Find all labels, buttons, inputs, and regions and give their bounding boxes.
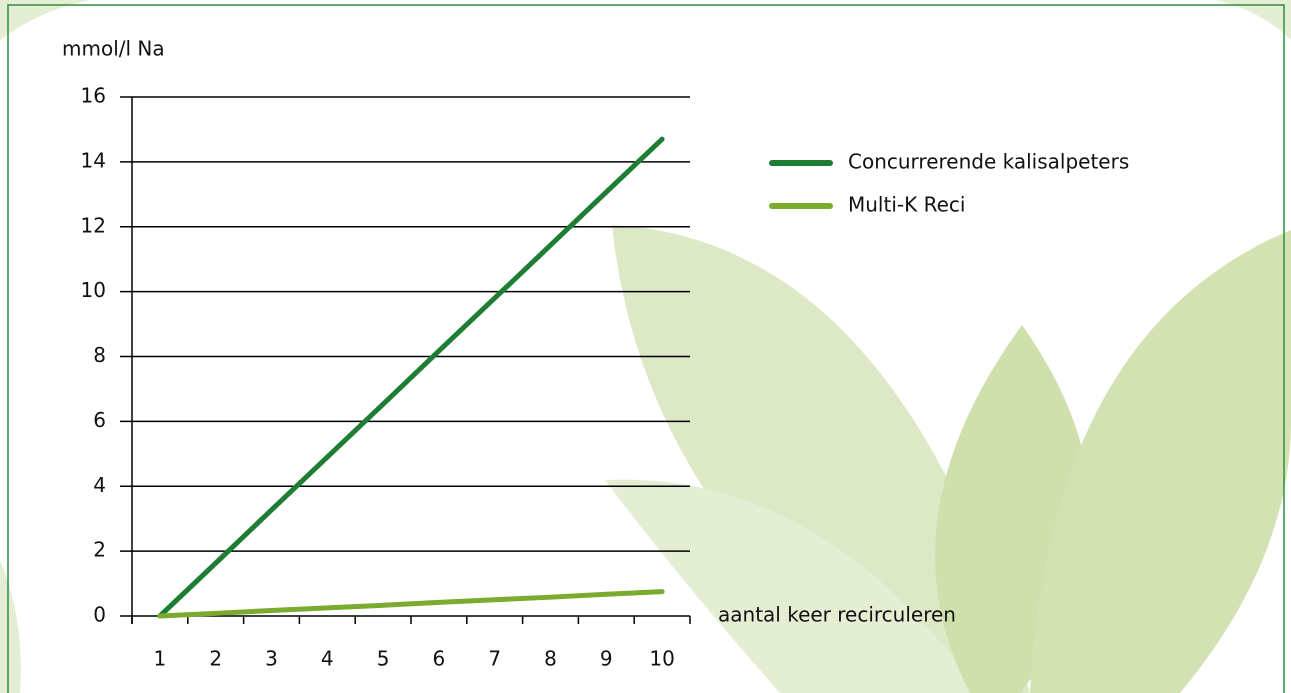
y-tick-label: 8 [93, 343, 106, 367]
x-axis-label: aantal keer recirculeren [718, 603, 956, 627]
y-axis-label: mmol/l Na [62, 37, 165, 61]
x-tick-label: 9 [600, 647, 613, 671]
x-tick-label: 2 [209, 647, 222, 671]
x-tick-label: 1 [154, 647, 167, 671]
y-tick-label: 16 [81, 84, 106, 108]
x-tick-label: 4 [321, 647, 334, 671]
y-tick-label: 0 [93, 603, 106, 627]
page: {"chart_data": {"type": "line", "y_label… [0, 0, 1291, 693]
x-tick-label: 5 [377, 647, 390, 671]
y-tick-label: 2 [93, 538, 106, 562]
y-tick-label: 4 [93, 473, 106, 497]
x-tick-label: 6 [433, 647, 446, 671]
series-line [160, 139, 662, 616]
x-tick-label: 7 [488, 647, 501, 671]
legend-label: Concurrerende kalisalpeters [848, 150, 1129, 174]
background-leaves [0, 0, 1291, 693]
chart: mmol/l Na aantal keer recirculeren 0 2 4 6 8… [0, 0, 1291, 693]
series-line [160, 592, 662, 616]
y-tick-label: 12 [81, 213, 106, 237]
x-tick-label: 8 [544, 647, 557, 671]
y-tick-label: 10 [81, 278, 106, 302]
x-tick-label: 3 [265, 647, 278, 671]
x-tick-label: 10 [649, 647, 674, 671]
legend-label: Multi-K Reci [848, 193, 965, 217]
y-tick-label: 14 [81, 148, 106, 172]
y-tick-label: 6 [93, 408, 106, 432]
